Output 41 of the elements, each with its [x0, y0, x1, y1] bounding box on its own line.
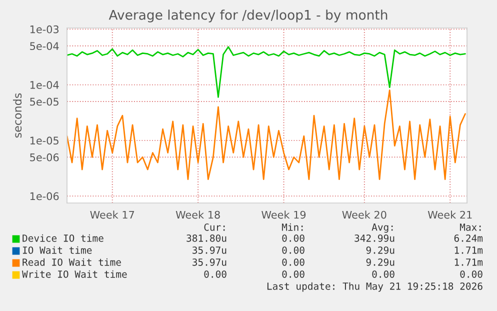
x-tick-label: Week 19 [262, 210, 306, 219]
text: Last update: Thu May 21 19:25:18 2026 [267, 282, 482, 292]
text: 0.00 [282, 258, 304, 266]
legend-label: IO Wait time [22, 246, 92, 254]
y-tick-label: 5e-04 [30, 42, 59, 50]
chart-title: Average latency for /dev/loop1 - by month [108, 10, 388, 22]
text: 342.99u [354, 234, 394, 242]
legend-label: Read IO Wait time [22, 258, 121, 266]
text: Min: [282, 223, 303, 231]
text: 1.71m [454, 258, 483, 266]
y-tick-label: 5e-05 [30, 98, 58, 106]
text: 6.24m [454, 234, 483, 242]
text: Avg: [372, 224, 393, 233]
text: 0.00 [460, 270, 482, 278]
y-axis-title: seconds [13, 93, 22, 138]
line-series [67, 90, 466, 180]
line-series [67, 46, 466, 98]
x-tick-label: Week 17 [90, 210, 134, 219]
y-tick-label: 1e-04 [30, 81, 59, 89]
x-tick-label: Week 18 [176, 210, 220, 219]
text: 35.97u [192, 258, 226, 266]
text: 0.00 [204, 270, 226, 278]
text: 381.80u [186, 234, 226, 242]
text: 1.71m [454, 246, 483, 254]
legend-label: Device IO time [22, 234, 104, 242]
text: 0.00 [282, 234, 304, 242]
legend-label: Write IO Wait time [22, 270, 127, 278]
text: 35.97u [192, 246, 226, 254]
y-tick-label: 1e-03 [30, 25, 59, 34]
text: 9.29u [366, 246, 394, 254]
text: 0.00 [282, 246, 304, 254]
x-tick-label: Week 20 [342, 210, 386, 219]
text: Cur: [204, 223, 225, 231]
y-tick-label: 5e-06 [30, 153, 59, 162]
text: 9.29u [366, 258, 394, 266]
text: Max: [460, 224, 481, 231]
x-tick-label: Week 21 [428, 210, 472, 219]
y-tick-label: 1e-06 [30, 192, 59, 200]
text: 0.00 [372, 270, 394, 278]
y-tick-label: 1e-05 [30, 136, 58, 145]
text: 0.00 [282, 270, 304, 278]
